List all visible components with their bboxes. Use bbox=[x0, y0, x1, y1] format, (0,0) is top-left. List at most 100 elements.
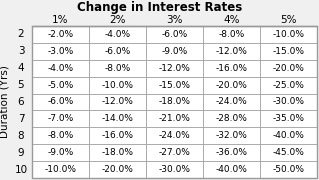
Bar bbox=[32, 111, 89, 127]
Bar bbox=[146, 94, 203, 111]
Bar bbox=[203, 127, 260, 144]
Bar bbox=[260, 144, 317, 161]
Text: -6.0%: -6.0% bbox=[48, 98, 74, 107]
Bar bbox=[146, 43, 203, 60]
Text: -10.0%: -10.0% bbox=[44, 165, 77, 174]
Text: -9.0%: -9.0% bbox=[48, 148, 74, 157]
Bar bbox=[146, 111, 203, 127]
Text: -8.0%: -8.0% bbox=[104, 64, 130, 73]
Text: -20.0%: -20.0% bbox=[101, 165, 133, 174]
Text: 3: 3 bbox=[18, 46, 24, 56]
Text: -32.0%: -32.0% bbox=[216, 131, 248, 140]
Bar bbox=[260, 43, 317, 60]
Bar bbox=[203, 60, 260, 77]
Text: -40.0%: -40.0% bbox=[216, 165, 248, 174]
Text: Duration (Yrs): Duration (Yrs) bbox=[0, 66, 10, 138]
Text: 9: 9 bbox=[18, 148, 24, 158]
Bar bbox=[32, 26, 317, 178]
Text: -12.0%: -12.0% bbox=[216, 47, 248, 56]
Bar bbox=[260, 161, 317, 178]
Bar bbox=[260, 77, 317, 94]
Bar bbox=[89, 77, 146, 94]
Text: 3%: 3% bbox=[166, 15, 183, 25]
Bar bbox=[146, 60, 203, 77]
Text: -12.0%: -12.0% bbox=[101, 98, 133, 107]
Text: Change in Interest Rates: Change in Interest Rates bbox=[77, 1, 242, 14]
Bar bbox=[203, 43, 260, 60]
Text: -24.0%: -24.0% bbox=[159, 131, 190, 140]
Text: 7: 7 bbox=[18, 114, 24, 124]
Bar bbox=[32, 161, 89, 178]
Text: 5%: 5% bbox=[280, 15, 297, 25]
Text: -16.0%: -16.0% bbox=[101, 131, 133, 140]
Bar bbox=[89, 43, 146, 60]
Bar bbox=[146, 127, 203, 144]
Text: -6.0%: -6.0% bbox=[104, 47, 130, 56]
Text: -2.0%: -2.0% bbox=[48, 30, 74, 39]
Text: -30.0%: -30.0% bbox=[159, 165, 190, 174]
Text: -3.0%: -3.0% bbox=[48, 47, 74, 56]
Bar bbox=[32, 94, 89, 111]
Text: -27.0%: -27.0% bbox=[159, 148, 190, 157]
Bar bbox=[89, 111, 146, 127]
Text: -45.0%: -45.0% bbox=[272, 148, 304, 157]
Text: -35.0%: -35.0% bbox=[272, 114, 305, 123]
Text: -4.0%: -4.0% bbox=[104, 30, 130, 39]
Text: -16.0%: -16.0% bbox=[216, 64, 248, 73]
Bar bbox=[89, 144, 146, 161]
Bar bbox=[146, 77, 203, 94]
Text: -15.0%: -15.0% bbox=[159, 81, 190, 90]
Bar bbox=[32, 43, 89, 60]
Text: 4: 4 bbox=[18, 63, 24, 73]
Text: -21.0%: -21.0% bbox=[159, 114, 190, 123]
Text: -15.0%: -15.0% bbox=[272, 47, 305, 56]
Text: -6.0%: -6.0% bbox=[161, 30, 188, 39]
Text: -50.0%: -50.0% bbox=[272, 165, 305, 174]
Text: -8.0%: -8.0% bbox=[219, 30, 245, 39]
Text: -18.0%: -18.0% bbox=[101, 148, 133, 157]
Bar bbox=[203, 26, 260, 43]
Bar bbox=[203, 144, 260, 161]
Bar bbox=[32, 77, 89, 94]
Text: -14.0%: -14.0% bbox=[101, 114, 133, 123]
Bar bbox=[146, 144, 203, 161]
Text: -20.0%: -20.0% bbox=[272, 64, 304, 73]
Bar bbox=[260, 26, 317, 43]
Text: -10.0%: -10.0% bbox=[101, 81, 133, 90]
Bar bbox=[146, 26, 203, 43]
Bar bbox=[89, 60, 146, 77]
Text: 1%: 1% bbox=[52, 15, 69, 25]
Text: -7.0%: -7.0% bbox=[48, 114, 74, 123]
Bar bbox=[260, 111, 317, 127]
Text: -18.0%: -18.0% bbox=[159, 98, 190, 107]
Text: -9.0%: -9.0% bbox=[161, 47, 188, 56]
Text: -30.0%: -30.0% bbox=[272, 98, 305, 107]
Text: -12.0%: -12.0% bbox=[159, 64, 190, 73]
Text: -8.0%: -8.0% bbox=[48, 131, 74, 140]
Bar bbox=[32, 127, 89, 144]
Bar bbox=[203, 111, 260, 127]
Text: -5.0%: -5.0% bbox=[48, 81, 74, 90]
Text: 2: 2 bbox=[18, 30, 24, 39]
Bar bbox=[32, 144, 89, 161]
Text: -10.0%: -10.0% bbox=[272, 30, 305, 39]
Bar bbox=[260, 60, 317, 77]
Bar bbox=[89, 26, 146, 43]
Bar bbox=[260, 127, 317, 144]
Text: 5: 5 bbox=[18, 80, 24, 90]
Text: -28.0%: -28.0% bbox=[216, 114, 248, 123]
Bar bbox=[89, 94, 146, 111]
Bar bbox=[203, 77, 260, 94]
Text: -40.0%: -40.0% bbox=[272, 131, 304, 140]
Text: -24.0%: -24.0% bbox=[216, 98, 247, 107]
Bar bbox=[89, 161, 146, 178]
Text: -20.0%: -20.0% bbox=[216, 81, 248, 90]
Bar bbox=[32, 26, 89, 43]
Text: 2%: 2% bbox=[109, 15, 126, 25]
Bar bbox=[32, 60, 89, 77]
Text: -4.0%: -4.0% bbox=[48, 64, 74, 73]
Text: 8: 8 bbox=[18, 131, 24, 141]
Bar bbox=[260, 94, 317, 111]
Text: 10: 10 bbox=[14, 165, 27, 175]
Bar bbox=[89, 127, 146, 144]
